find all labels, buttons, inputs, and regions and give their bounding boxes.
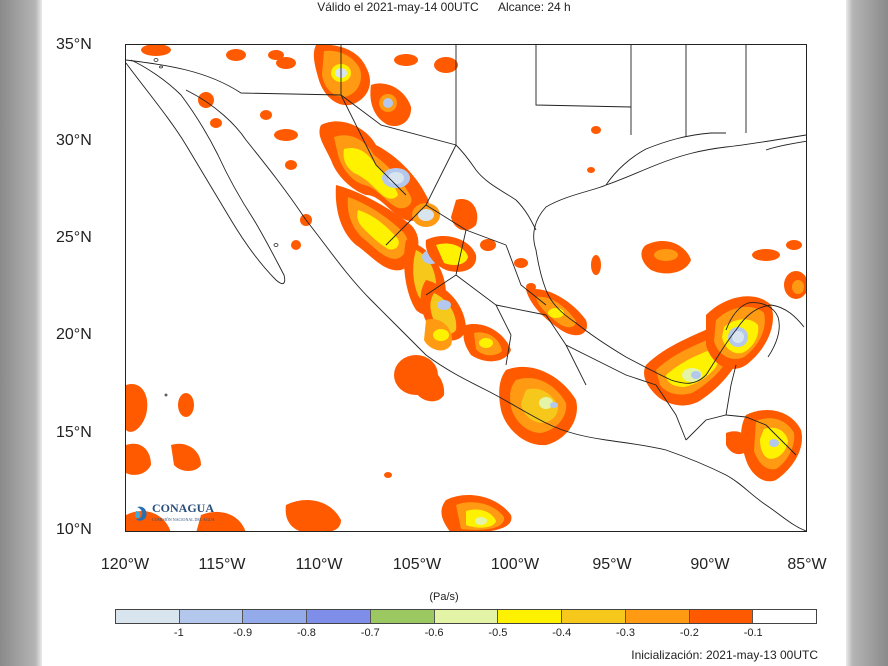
colorbar-segment — [689, 610, 754, 623]
mexico-state-lines — [340, 94, 687, 441]
lon-label-110w: 110°W — [295, 556, 343, 573]
lon-label-115w: 115°W — [198, 556, 246, 573]
lon-label-95w: 95°W — [592, 556, 632, 573]
lat-label-30n: 30°N — [56, 132, 92, 149]
cell-pacific-south — [384, 472, 512, 531]
colorbar-unit: (Pa/s) — [429, 591, 459, 603]
colorbar-tick-label: -0.2 — [679, 627, 699, 639]
colorbar-tick-label: -1 — [173, 627, 184, 639]
cell-guerrero — [411, 364, 577, 446]
lat-label-25n: 25°N — [56, 229, 92, 246]
colorbar-tick-label: -0.1 — [743, 627, 763, 639]
conagua-name: CONAGUA — [152, 501, 214, 515]
us-mexico-border — [126, 59, 537, 231]
colorbar-tick-label: -0.6 — [424, 627, 444, 639]
lon-label-90w: 90°W — [690, 556, 730, 573]
colorbar-segment — [116, 610, 180, 623]
cell-northeast-mexico — [425, 199, 536, 291]
cell-yucatan — [706, 296, 774, 369]
cell-sierra-madre-north — [319, 121, 429, 221]
boundaries — [126, 45, 806, 531]
cell-pacific-west — [126, 355, 438, 531]
forecast-range: Alcance: 24 h — [498, 0, 571, 14]
lon-label-105w: 105°W — [392, 556, 442, 573]
lat-label-15n: 15°N — [56, 424, 92, 441]
map-header: Válido el 2021-may-14 00UTC Alcance: 24 … — [0, 0, 888, 14]
cell-central-mexico — [420, 280, 511, 362]
colorbar-segment — [179, 610, 244, 623]
colorbar-tick-label: -0.5 — [488, 627, 508, 639]
central-america-borders — [685, 364, 797, 456]
cell-gulf-offshore — [591, 240, 806, 299]
coastline-pacific-mainland — [185, 89, 806, 531]
lat-label-20n: 20°N — [56, 326, 92, 343]
lon-label-100w: 100°W — [490, 556, 540, 573]
valid-time: Válido el 2021-may-14 00UTC — [317, 0, 479, 14]
colorbar-segment — [434, 610, 499, 623]
coastline-gulf — [533, 134, 806, 384]
lon-label-85w: 85°W — [787, 556, 827, 573]
texas-coast — [605, 132, 726, 186]
islands — [153, 58, 279, 397]
colorbar-segment — [562, 610, 626, 623]
cell-chihuahua — [335, 185, 440, 271]
map-canvas — [126, 45, 806, 531]
lon-label-120w: 120°W — [100, 556, 150, 573]
yucatan-peninsula — [725, 302, 780, 358]
colorbar-segment — [307, 610, 371, 623]
conagua-wordmark: CONAGUA COMISIÓN NACIONAL DEL AGUA — [152, 501, 215, 525]
map-panel — [125, 44, 807, 532]
colorbar-tick-label: -0.9 — [233, 627, 253, 639]
conagua-emblem-icon — [135, 506, 147, 521]
coastline-baja-california — [126, 59, 286, 285]
colorbar-tick-label: -0.8 — [296, 627, 316, 639]
cuba — [765, 140, 806, 151]
lat-label-35n: 35°N — [56, 36, 92, 53]
colorbar-segment — [753, 610, 817, 623]
cell-central-america — [726, 410, 802, 482]
conagua-subtitle: COMISIÓN NACIONAL DEL AGUA — [152, 517, 215, 522]
colorbar-tick-label: -0.4 — [552, 627, 572, 639]
cell-us-southwest — [313, 45, 412, 127]
precip-field — [126, 45, 806, 531]
colorbar-segment — [498, 610, 563, 623]
us-state-lines — [340, 45, 747, 145]
colorbar — [115, 609, 817, 624]
lat-label-10n: 10°N — [56, 521, 92, 538]
colorbar-tick-label: -0.3 — [616, 627, 636, 639]
initialization-time: Inicialización: 2021-may-13 00UTC — [631, 648, 818, 662]
colorbar-tick-label: -0.7 — [360, 627, 380, 639]
colorbar-segment — [243, 610, 308, 623]
colorbar-segment — [370, 610, 435, 623]
colorbar-segment — [625, 610, 690, 623]
conagua-logo: CONAGUA COMISIÓN NACIONAL DEL AGUA — [134, 501, 215, 525]
